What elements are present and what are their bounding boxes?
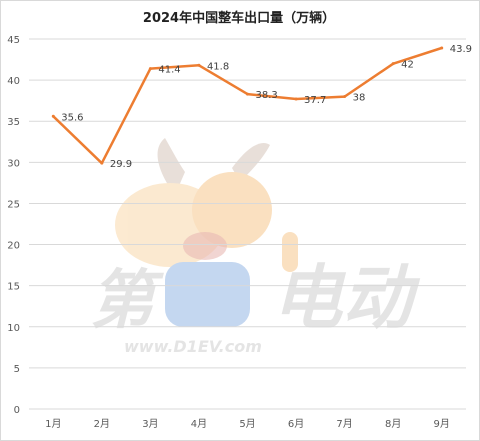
watermark-text-right: 电动 [272, 257, 421, 339]
x-tick-label: 7月 [336, 418, 352, 430]
x-tick-label: 6月 [288, 418, 304, 430]
data-label: 38 [353, 93, 366, 104]
y-axis-ticks: 0 5 10 15 20 25 30 35 40 45 [7, 35, 20, 416]
data-label: 38.3 [256, 90, 278, 101]
x-tick-label: 1月 [45, 418, 61, 430]
data-labels: 35.6 29.9 41.4 41.8 38.3 37.7 38 42 43.9 [61, 44, 472, 170]
x-tick-label: 2月 [94, 418, 110, 430]
data-label: 43.9 [450, 44, 472, 55]
grid-lines [29, 38, 466, 410]
data-label: 41.8 [207, 61, 229, 72]
x-tick-label: 9月 [434, 418, 450, 430]
y-tick-label: 25 [7, 199, 20, 210]
y-tick-label: 15 [7, 282, 20, 293]
x-tick-label: 3月 [142, 418, 158, 430]
data-point [51, 114, 55, 118]
y-tick-label: 0 [14, 405, 20, 416]
y-tick-label: 30 [7, 158, 20, 169]
data-point [100, 161, 104, 165]
y-tick-label: 20 [7, 241, 20, 252]
watermark-text-left: 第 [90, 264, 164, 338]
data-point [148, 67, 152, 71]
data-point [440, 46, 444, 50]
x-tick-label: 4月 [191, 418, 207, 430]
data-label: 35.6 [61, 112, 83, 123]
data-point [246, 92, 249, 96]
y-tick-label: 10 [7, 323, 20, 334]
data-point [343, 95, 347, 99]
mascot-deer-logo [115, 138, 298, 327]
series-line [51, 46, 444, 165]
data-point [294, 97, 298, 101]
watermark-url: www.D1EV.com [124, 337, 262, 356]
data-label: 41.4 [158, 65, 180, 76]
x-tick-label: 5月 [239, 418, 255, 430]
y-tick-label: 35 [7, 117, 20, 128]
x-axis-ticks: 1月 2月 3月 4月 5月 6月 7月 8月 9月 [45, 418, 450, 430]
series-polyline [52, 46, 443, 165]
data-label: 29.9 [110, 159, 132, 170]
data-label: 37.7 [304, 95, 326, 106]
data-point [197, 63, 201, 67]
watermark: 第 电动 www.D1EV.com [90, 138, 421, 356]
y-tick-label: 5 [14, 364, 20, 375]
y-tick-label: 40 [7, 76, 20, 87]
data-label: 42 [401, 60, 414, 71]
chart-title: 2024年中国整车出口量（万辆） [142, 11, 336, 26]
x-tick-label: 8月 [385, 418, 401, 430]
data-point [391, 62, 395, 66]
y-tick-label: 45 [7, 35, 20, 46]
